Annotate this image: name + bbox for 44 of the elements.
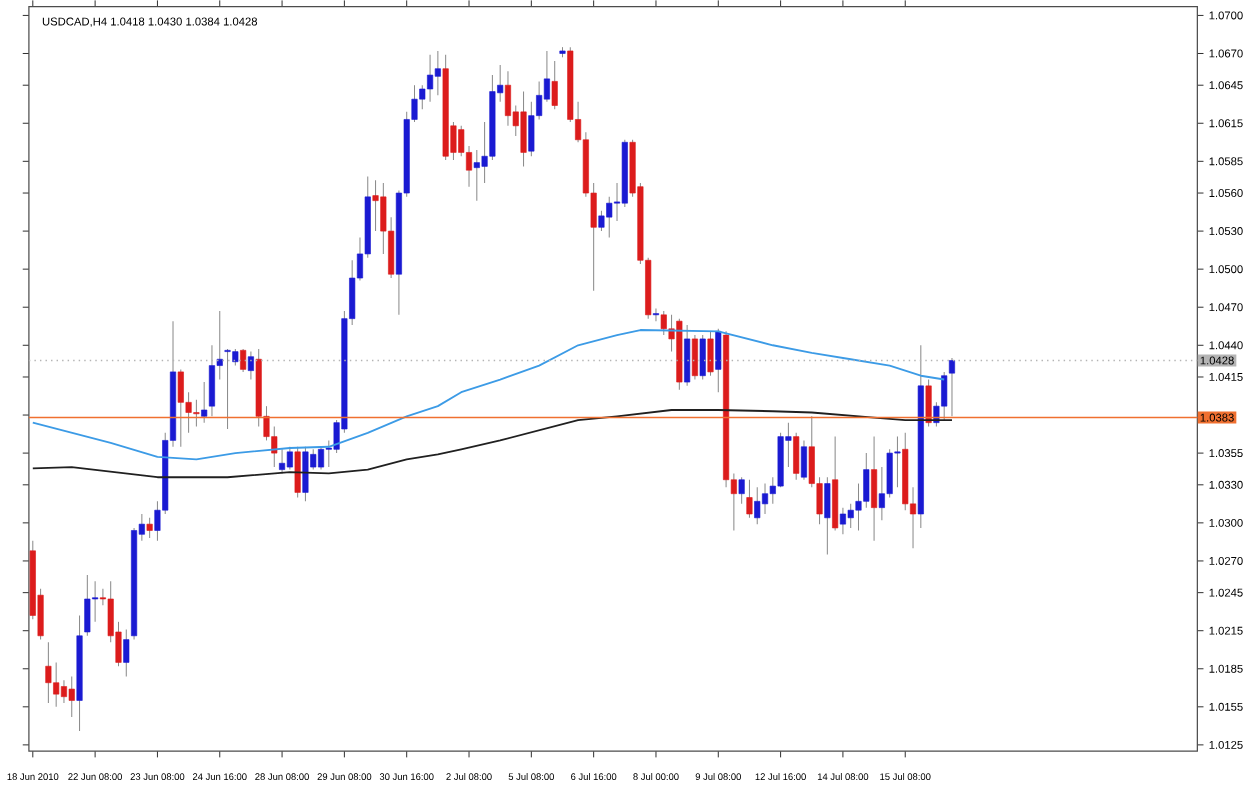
candlestick	[60, 679, 67, 704]
candlestick	[738, 476, 745, 505]
candlestick	[294, 446, 301, 499]
candlestick	[839, 507, 846, 535]
candlestick	[84, 574, 91, 637]
candlestick	[761, 483, 769, 515]
candlestick	[894, 436, 901, 488]
candlestick	[746, 479, 753, 519]
candlestick	[707, 330, 714, 377]
candlestick	[302, 446, 309, 502]
candlestick	[652, 307, 660, 322]
candlestick	[146, 517, 153, 539]
candlestick	[660, 310, 667, 336]
candlestick	[473, 149, 480, 202]
candlestick	[684, 324, 691, 387]
candlestick	[68, 675, 75, 718]
candlestick	[247, 351, 254, 381]
candlestick	[699, 334, 706, 381]
candlestick	[824, 476, 831, 556]
candlestick	[372, 179, 379, 232]
candlestick	[520, 91, 527, 167]
candlestick	[598, 210, 605, 232]
candlestick	[715, 328, 722, 393]
candlestick	[504, 70, 512, 127]
candlestick	[948, 357, 956, 417]
candlestick	[240, 348, 247, 373]
candlestick	[317, 446, 325, 471]
candlestick	[53, 661, 60, 708]
candlestick	[45, 641, 52, 704]
candlestick	[847, 503, 854, 529]
line-series	[31, 409, 953, 479]
candlestick	[224, 348, 231, 430]
candlestick	[193, 399, 200, 427]
candlestick	[800, 439, 808, 481]
candlestick	[279, 448, 286, 474]
candlestick	[691, 334, 698, 381]
candlestick	[871, 436, 878, 542]
candlestick	[754, 486, 761, 525]
candlestick	[793, 432, 800, 481]
candlestick	[863, 452, 870, 509]
candlestick	[208, 344, 215, 417]
candlestick	[177, 368, 184, 448]
candlestick	[427, 54, 434, 103]
candlestick	[434, 50, 441, 96]
